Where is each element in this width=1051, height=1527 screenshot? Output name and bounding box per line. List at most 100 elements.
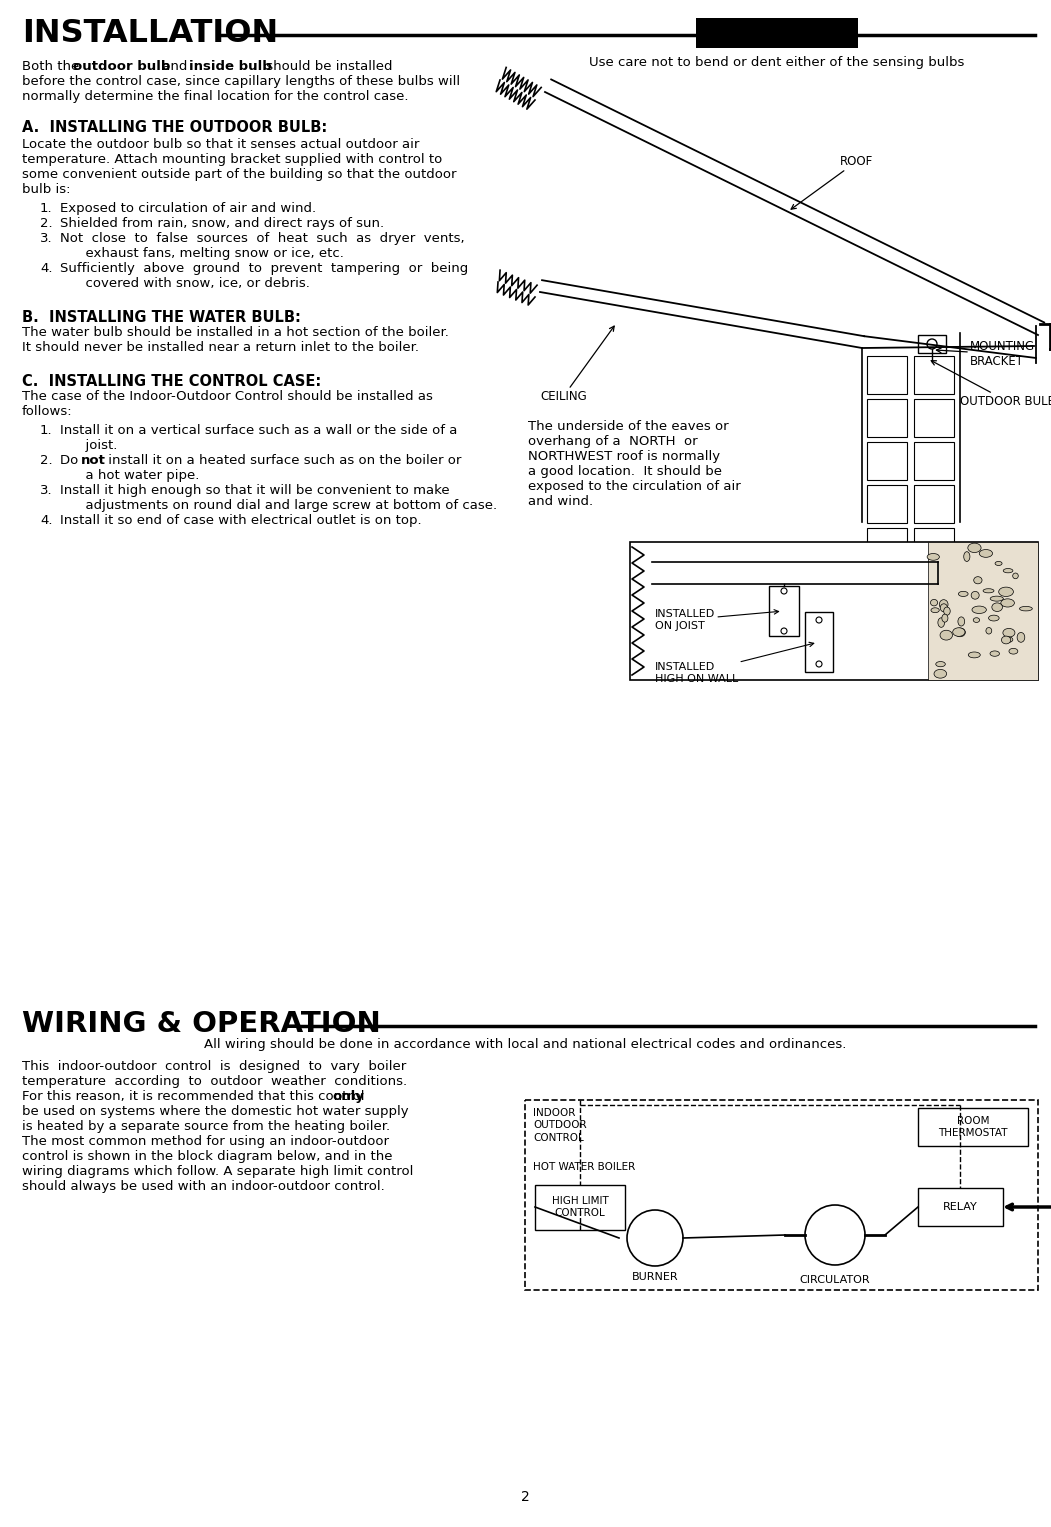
Text: Exposed to circulation of air and wind.: Exposed to circulation of air and wind. bbox=[60, 202, 316, 215]
Circle shape bbox=[927, 339, 937, 350]
Ellipse shape bbox=[1013, 573, 1018, 579]
Bar bbox=[914, 441, 954, 479]
Text: not: not bbox=[81, 454, 106, 467]
Text: joist.: joist. bbox=[60, 438, 118, 452]
Ellipse shape bbox=[1001, 599, 1014, 608]
Text: install it on a heated surface such as on the boiler or: install it on a heated surface such as o… bbox=[104, 454, 461, 467]
Ellipse shape bbox=[1004, 637, 1013, 643]
Circle shape bbox=[805, 1205, 865, 1264]
Text: and: and bbox=[158, 60, 191, 73]
Ellipse shape bbox=[989, 615, 1000, 621]
Ellipse shape bbox=[957, 617, 965, 626]
Text: Install it so end of case with electrical outlet is on top.: Install it so end of case with electrica… bbox=[60, 515, 421, 527]
Bar bbox=[914, 528, 954, 567]
Ellipse shape bbox=[990, 651, 1000, 657]
Bar bbox=[918, 334, 946, 353]
Text: NOTE: NOTE bbox=[745, 23, 809, 43]
Bar bbox=[867, 356, 907, 394]
Text: temperature. Attach mounting bracket supplied with control to: temperature. Attach mounting bracket sup… bbox=[22, 153, 442, 166]
Ellipse shape bbox=[944, 608, 950, 615]
Text: INSTALLATION: INSTALLATION bbox=[22, 18, 279, 49]
Text: INSTALLED
HIGH ON WALL: INSTALLED HIGH ON WALL bbox=[655, 643, 813, 684]
Text: HOT WATER BOILER: HOT WATER BOILER bbox=[533, 1162, 635, 1173]
Text: normally determine the final location for the control case.: normally determine the final location fo… bbox=[22, 90, 409, 102]
Circle shape bbox=[781, 588, 787, 594]
Ellipse shape bbox=[959, 591, 968, 597]
Text: be used on systems where the domestic hot water supply: be used on systems where the domestic ho… bbox=[22, 1106, 409, 1118]
Text: Do: Do bbox=[60, 454, 82, 467]
Text: 2.: 2. bbox=[40, 454, 53, 467]
Text: some convenient outside part of the building so that the outdoor: some convenient outside part of the buil… bbox=[22, 168, 456, 182]
Ellipse shape bbox=[990, 596, 1004, 602]
Text: BURNER: BURNER bbox=[632, 1272, 678, 1283]
Text: ROOF: ROOF bbox=[791, 156, 873, 209]
Text: control is shown in the block diagram below, and in the: control is shown in the block diagram be… bbox=[22, 1150, 392, 1164]
Text: Install it on a vertical surface such as a wall or the side of a: Install it on a vertical surface such as… bbox=[60, 425, 457, 437]
Ellipse shape bbox=[940, 631, 952, 640]
Text: This  indoor-outdoor  control  is  designed  to  vary  boiler: This indoor-outdoor control is designed … bbox=[22, 1060, 407, 1073]
Text: should always be used with an indoor-outdoor control.: should always be used with an indoor-out… bbox=[22, 1180, 385, 1193]
Text: 1.: 1. bbox=[40, 425, 53, 437]
Text: Use care not to bend or dent either of the sensing bulbs: Use care not to bend or dent either of t… bbox=[590, 56, 965, 69]
Text: 1.: 1. bbox=[40, 202, 53, 215]
Text: only: only bbox=[332, 1090, 364, 1102]
Text: For this reason, it is recommended that this control: For this reason, it is recommended that … bbox=[22, 1090, 369, 1102]
Ellipse shape bbox=[968, 544, 981, 553]
Text: ROOM
THERMOSTAT: ROOM THERMOSTAT bbox=[939, 1116, 1008, 1138]
Bar bbox=[535, 1185, 625, 1231]
Ellipse shape bbox=[1003, 629, 1015, 637]
Circle shape bbox=[816, 661, 822, 667]
Ellipse shape bbox=[1004, 568, 1013, 573]
Text: 4.: 4. bbox=[40, 515, 53, 527]
Bar bbox=[867, 486, 907, 524]
Text: The most common method for using an indoor-outdoor: The most common method for using an indo… bbox=[22, 1135, 389, 1148]
Text: WIRING & OPERATION: WIRING & OPERATION bbox=[22, 1009, 380, 1038]
Bar bbox=[867, 441, 907, 479]
Ellipse shape bbox=[952, 628, 965, 637]
Ellipse shape bbox=[941, 603, 948, 612]
Text: wiring diagrams which follow. A separate high limit control: wiring diagrams which follow. A separate… bbox=[22, 1165, 413, 1177]
Text: Shielded from rain, snow, and direct rays of sun.: Shielded from rain, snow, and direct ray… bbox=[60, 217, 384, 231]
Text: Not  close  to  false  sources  of  heat  such  as  dryer  vents,: Not close to false sources of heat such … bbox=[60, 232, 465, 244]
Text: Install it high enough so that it will be convenient to make: Install it high enough so that it will b… bbox=[60, 484, 450, 496]
Text: Sufficiently  above  ground  to  prevent  tampering  or  being: Sufficiently above ground to prevent tam… bbox=[60, 263, 469, 275]
Text: follows:: follows: bbox=[22, 405, 73, 418]
Circle shape bbox=[816, 617, 822, 623]
Text: The case of the Indoor-Outdoor Control should be installed as: The case of the Indoor-Outdoor Control s… bbox=[22, 389, 433, 403]
Circle shape bbox=[627, 1209, 683, 1266]
Bar bbox=[914, 399, 954, 437]
Text: All wiring should be done in accordance with local and national electrical codes: All wiring should be done in accordance … bbox=[204, 1038, 846, 1051]
Text: B.  INSTALLING THE WATER BULB:: B. INSTALLING THE WATER BULB: bbox=[22, 310, 301, 325]
Text: 3.: 3. bbox=[40, 232, 53, 244]
Ellipse shape bbox=[1009, 649, 1017, 654]
Ellipse shape bbox=[980, 550, 992, 557]
Text: covered with snow, ice, or debris.: covered with snow, ice, or debris. bbox=[60, 276, 310, 290]
Ellipse shape bbox=[964, 551, 970, 562]
Text: bulb is:: bulb is: bbox=[22, 183, 70, 195]
Bar bbox=[914, 356, 954, 394]
Ellipse shape bbox=[940, 600, 948, 609]
Text: NORTHWEST roof is normally: NORTHWEST roof is normally bbox=[528, 450, 720, 463]
Text: outdoor bulb: outdoor bulb bbox=[73, 60, 170, 73]
Bar bbox=[928, 542, 1038, 680]
Ellipse shape bbox=[942, 614, 948, 621]
Ellipse shape bbox=[930, 600, 937, 606]
Text: a good location.  It should be: a good location. It should be bbox=[528, 466, 722, 478]
Text: INSTALLED
ON JOIST: INSTALLED ON JOIST bbox=[655, 609, 779, 631]
Bar bbox=[918, 1109, 1028, 1145]
Text: exposed to the circulation of air: exposed to the circulation of air bbox=[528, 479, 741, 493]
Ellipse shape bbox=[1002, 637, 1011, 644]
Text: overhang of a  NORTH  or: overhang of a NORTH or bbox=[528, 435, 698, 447]
Bar bbox=[914, 486, 954, 524]
Text: a hot water pipe.: a hot water pipe. bbox=[60, 469, 200, 483]
Bar bbox=[526, 1099, 1038, 1290]
Ellipse shape bbox=[931, 608, 940, 612]
Text: should be installed: should be installed bbox=[262, 60, 392, 73]
Bar bbox=[769, 586, 799, 637]
Text: HIGH LIMIT
CONTROL: HIGH LIMIT CONTROL bbox=[552, 1196, 609, 1219]
Bar bbox=[867, 399, 907, 437]
Bar bbox=[867, 528, 907, 567]
Ellipse shape bbox=[954, 628, 966, 637]
Text: adjustments on round dial and large screw at bottom of case.: adjustments on round dial and large scre… bbox=[60, 499, 497, 512]
Text: OUTDOOR BULB: OUTDOOR BULB bbox=[931, 360, 1051, 408]
